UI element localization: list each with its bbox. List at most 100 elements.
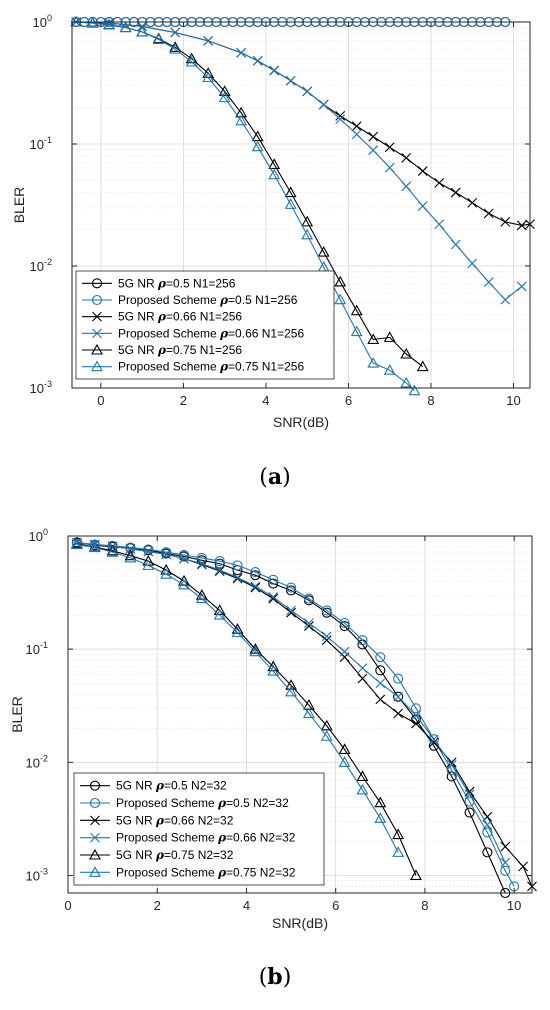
data-point	[483, 277, 494, 287]
x-tick-label: 2	[180, 393, 187, 408]
legend-label: 5G NR ρ=0.66 N2=32	[116, 813, 234, 827]
data-point	[70, 538, 83, 550]
data-point	[218, 85, 231, 96]
data-point	[214, 566, 225, 576]
data-point	[136, 25, 149, 37]
data-point	[249, 645, 262, 657]
y-tick-label: 10-3	[30, 379, 52, 396]
legend-marker-icon	[90, 832, 100, 843]
legend-label: 5G NR ρ=0.66 N1=256	[118, 310, 242, 324]
data-point	[106, 544, 119, 556]
data-point	[338, 743, 351, 754]
data-point	[88, 541, 101, 553]
legend-item: Proposed Scheme ρ=0.75 N2=32	[80, 865, 296, 879]
axes-box	[71, 21, 531, 389]
data-point	[214, 565, 225, 575]
data-point	[161, 549, 172, 560]
y-tick-label: 100	[33, 13, 52, 30]
legend-item: 5G NR ρ=0.66 N1=256	[82, 310, 242, 324]
data-point	[483, 208, 494, 219]
legend-item: 5G NR ρ=0.75 N2=32	[80, 848, 234, 862]
data-point	[411, 710, 421, 721]
legend-item: Proposed Scheme ρ=0.75 N1=256	[82, 360, 304, 374]
data-point	[516, 281, 527, 292]
data-point	[304, 621, 314, 631]
data-point	[251, 140, 264, 152]
legend-marker-icon	[91, 360, 103, 372]
legend-item: 5G NR ρ=0.5 N1=256	[82, 276, 236, 290]
x-axis-label: SNR(dB)	[273, 414, 329, 430]
data-point	[500, 216, 511, 227]
data-point	[321, 635, 332, 646]
x-tick-label: 4	[262, 393, 269, 408]
legend-item: Proposed Scheme ρ=0.66 N2=32	[80, 831, 296, 845]
data-point	[368, 131, 379, 142]
data-point	[393, 708, 404, 719]
data-point	[203, 36, 214, 46]
data-point	[367, 333, 380, 345]
data-point	[393, 691, 404, 702]
legend-label: Proposed Scheme ρ=0.66 N1=256	[118, 326, 304, 340]
data-point	[250, 567, 261, 578]
data-point	[416, 360, 429, 372]
data-point	[185, 55, 198, 67]
data-point	[500, 857, 511, 868]
x-tick-label: 2	[154, 898, 161, 913]
data-point	[434, 178, 445, 188]
data-point	[384, 162, 395, 173]
legend-item: Proposed Scheme ρ=0.5 N2=32	[80, 796, 289, 810]
data-point	[213, 608, 226, 620]
data-point	[125, 543, 136, 554]
series-line	[76, 541, 506, 894]
legend-item: 5G NR ρ=0.75 N1=256	[82, 343, 242, 357]
data-point	[286, 582, 297, 593]
data-point	[368, 145, 379, 156]
data-point	[411, 718, 421, 729]
data-point	[231, 626, 244, 638]
y-tick-label: 10-1	[30, 135, 52, 152]
data-point	[356, 770, 369, 782]
x-tick-label: 0	[64, 898, 71, 913]
data-point	[304, 618, 314, 628]
legend-box	[75, 270, 335, 380]
data-point	[86, 16, 99, 28]
data-point	[335, 114, 346, 124]
data-point	[393, 691, 404, 702]
legend-label: 5G NR ρ=0.75 N1=256	[118, 343, 242, 357]
data-point	[338, 756, 351, 767]
data-point	[446, 759, 457, 770]
data-point	[410, 703, 422, 714]
legend-marker-icon	[91, 343, 103, 355]
data-point	[268, 574, 279, 585]
series-group	[70, 537, 537, 899]
data-point	[428, 737, 439, 748]
data-point	[169, 41, 182, 52]
legend-marker-icon	[91, 278, 103, 289]
legend-item: Proposed Scheme ρ=0.5 N1=256	[82, 293, 298, 307]
x-tick-label: 10	[506, 393, 520, 408]
data-point	[143, 546, 154, 557]
legend-label: Proposed Scheme ρ=0.5 N1=256	[118, 293, 298, 307]
x-tick-label: 8	[427, 393, 434, 408]
data-point	[400, 376, 413, 388]
x-tick-label: 4	[243, 898, 250, 913]
legend-box	[73, 772, 325, 886]
data-point	[320, 730, 333, 741]
x-tick-label: 6	[345, 393, 352, 408]
x-tick-label: 0	[97, 393, 104, 408]
chart-b: 0 2 4 6 8 10 100 10-1 10-2 10-3 SNR(dB) BLER 5G NR ρ…	[9, 527, 537, 990]
data-point	[285, 679, 298, 690]
data-point	[152, 33, 165, 44]
data-point	[196, 558, 207, 569]
series-4	[71, 17, 527, 305]
figure-caption: (a)	[259, 464, 290, 490]
data-point	[235, 114, 248, 126]
y-axis-label: BLER	[9, 696, 25, 733]
data-point	[351, 121, 362, 132]
data-point	[464, 789, 475, 800]
data-point	[482, 827, 493, 838]
data-point	[284, 198, 297, 209]
data-point	[350, 304, 363, 316]
legend-marker-icon	[89, 848, 101, 860]
data-point	[170, 27, 181, 38]
